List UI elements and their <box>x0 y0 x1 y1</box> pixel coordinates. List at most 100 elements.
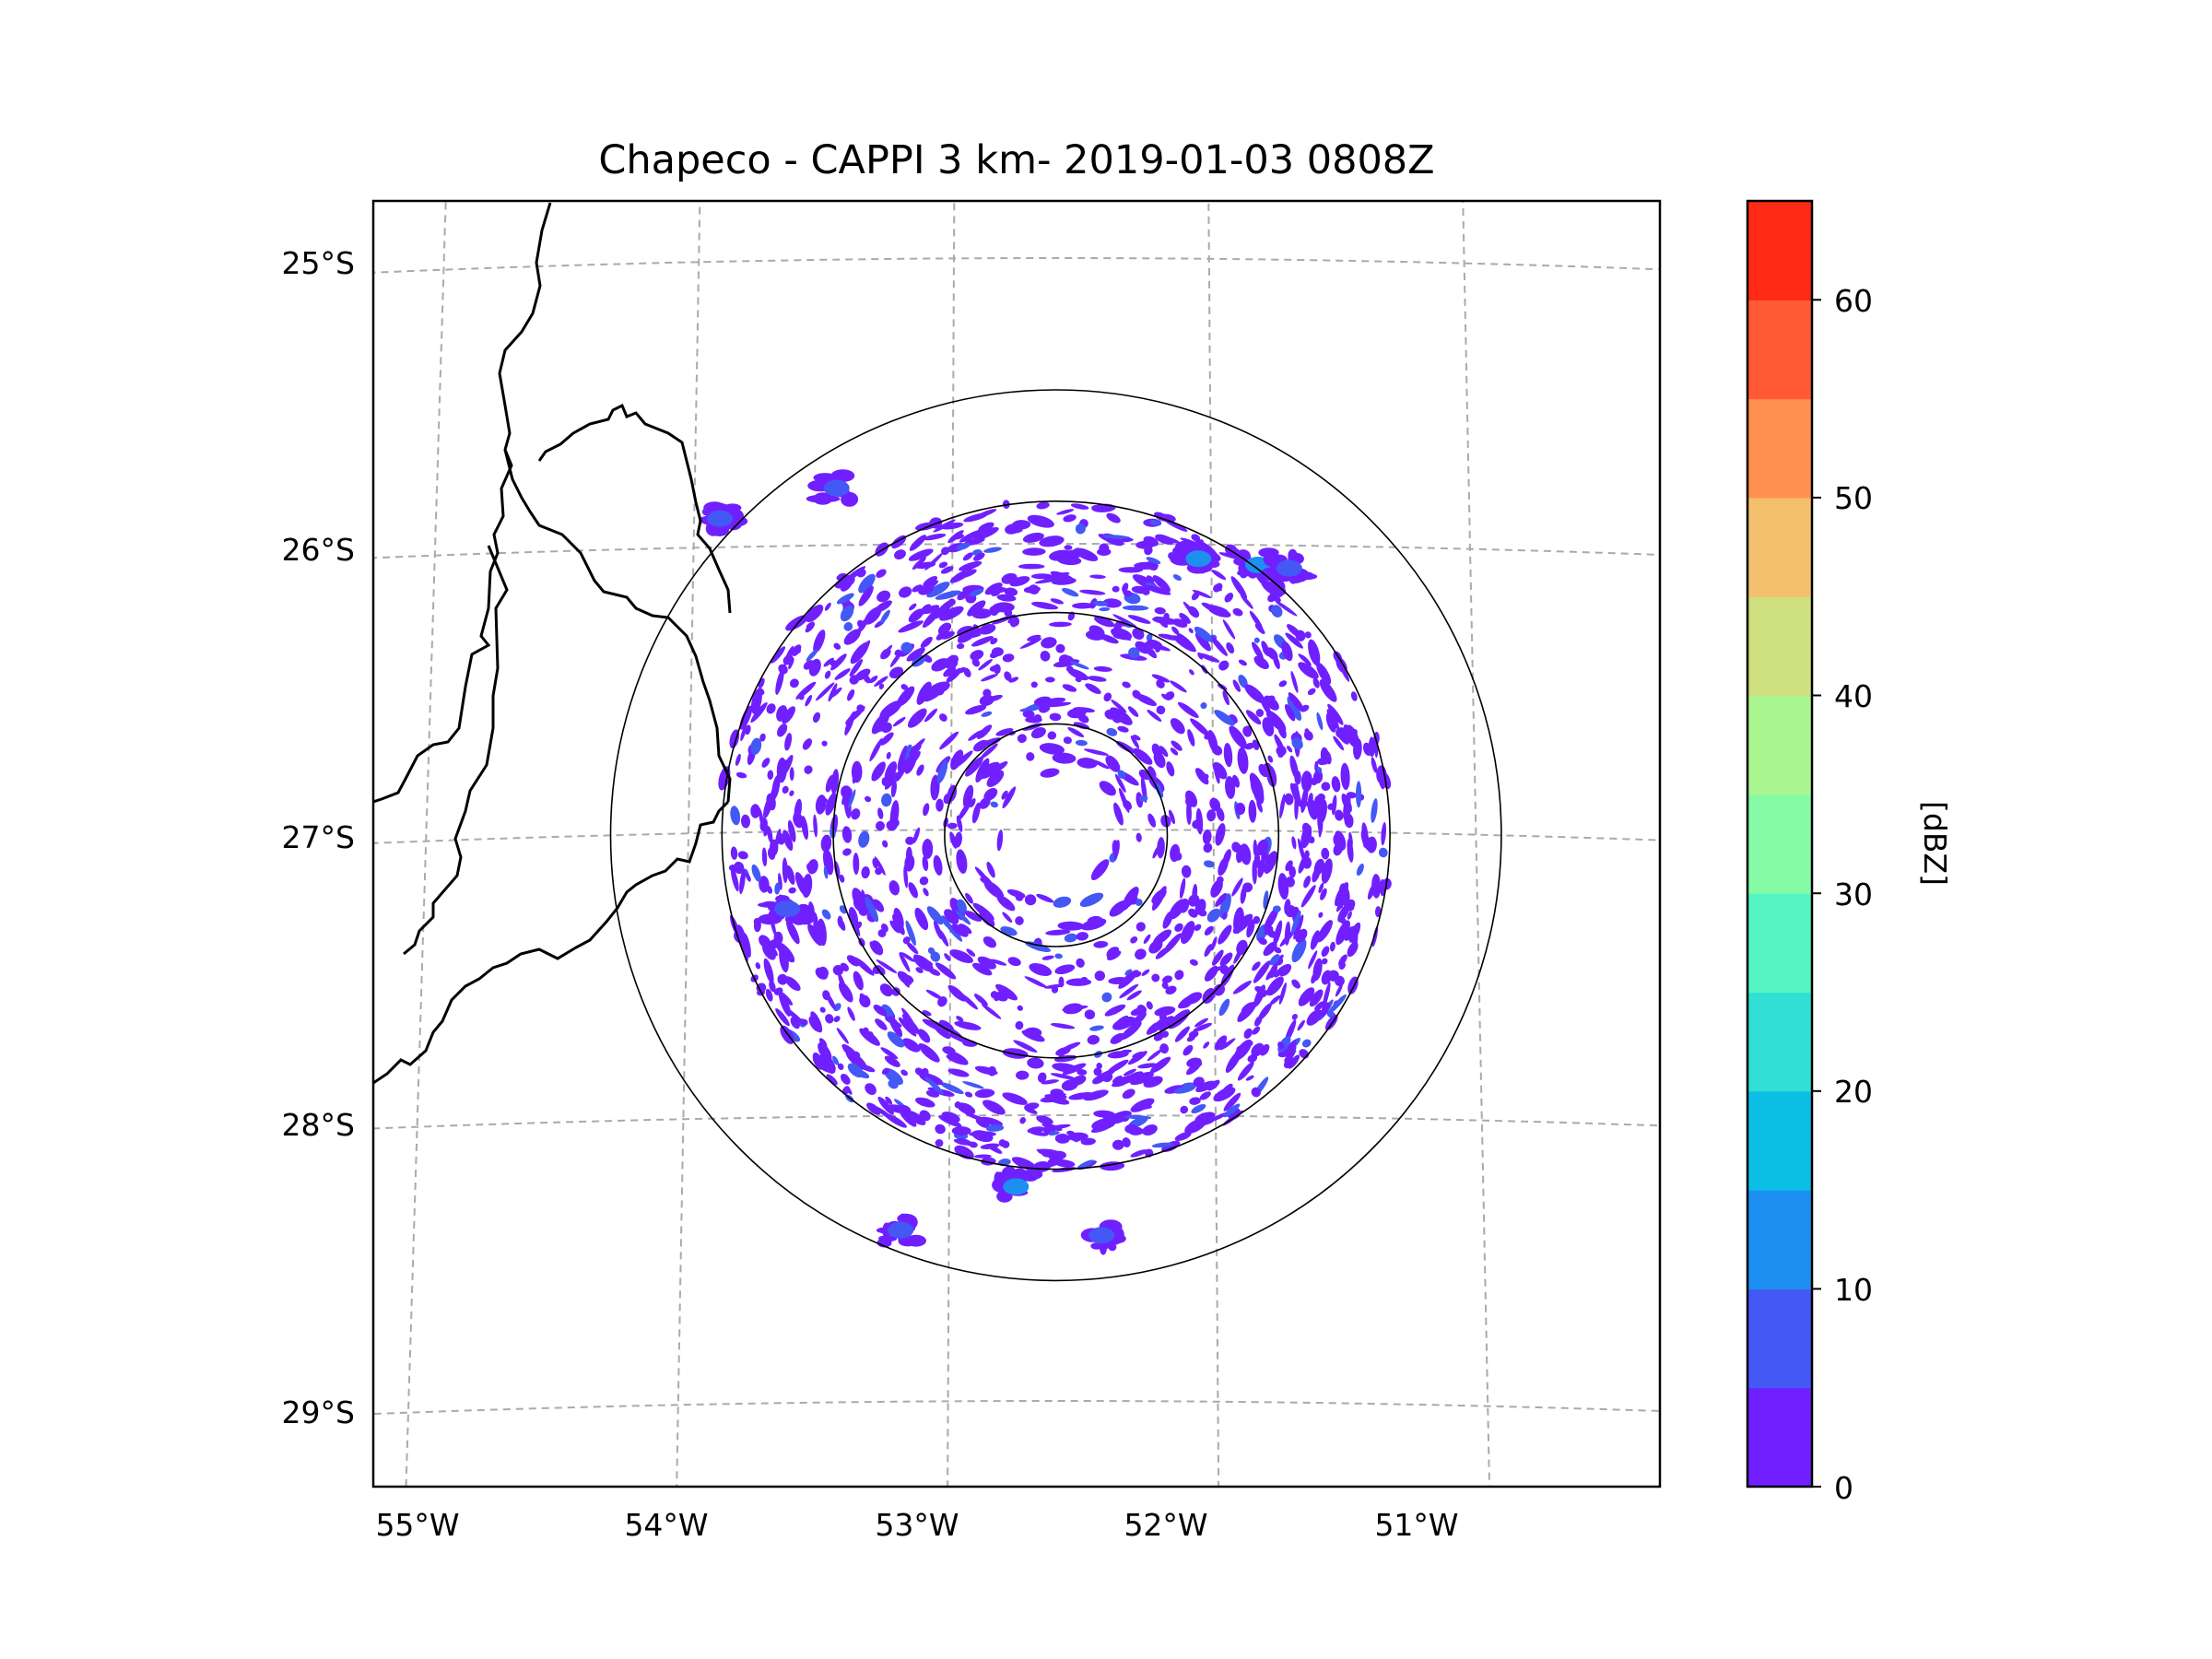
echo-speckle <box>1257 858 1265 878</box>
echo-speckle <box>1088 625 1105 638</box>
echo-speckle <box>1151 743 1163 759</box>
echo-speckle <box>1152 575 1171 593</box>
echo-speckle <box>1242 725 1253 737</box>
echo-speckle <box>1188 908 1198 918</box>
echo-speckle <box>982 936 997 948</box>
echo-speckle <box>849 659 864 677</box>
echo-speckle <box>1015 1020 1024 1030</box>
echo-speckle <box>918 1042 940 1063</box>
echo-speckle <box>1036 501 1050 510</box>
echo-speckle <box>805 622 816 633</box>
echo-speckle <box>1094 971 1105 982</box>
echo-speckle <box>947 530 964 544</box>
echo-speckle <box>1200 1112 1209 1122</box>
echo-speckle <box>767 770 774 781</box>
echo-speckle <box>912 584 924 593</box>
echo-speckle <box>1116 1073 1142 1086</box>
echo-speckle <box>1231 877 1243 897</box>
echo-speckle <box>946 667 962 683</box>
echo-speckle <box>1247 1054 1258 1063</box>
echo-speckle <box>1165 985 1177 995</box>
echo-speckle <box>1306 1009 1323 1026</box>
echo-speckle <box>951 924 969 937</box>
echo-speckle <box>805 604 824 623</box>
echo-speckle <box>875 1018 888 1030</box>
echo-speckle <box>973 994 988 1006</box>
echo-speckle <box>926 582 950 598</box>
echo-speckle <box>966 948 976 957</box>
echo-speckle <box>1019 1116 1027 1124</box>
echo-speckle <box>745 872 751 882</box>
echo-speckle <box>949 569 972 583</box>
echo-speckle <box>1050 1073 1077 1080</box>
echo-speckle <box>912 750 921 763</box>
echo-speckle <box>1253 839 1258 856</box>
echo-speckle <box>1127 1051 1147 1065</box>
echo-speckle <box>1182 1044 1194 1056</box>
echo-speckle <box>995 727 1014 736</box>
echo-speckle <box>1052 752 1077 764</box>
echo-cell-part <box>1001 1166 1018 1183</box>
echo-speckle <box>1274 964 1287 978</box>
echo-speckle <box>1039 535 1065 547</box>
echo-speckle <box>1089 574 1106 579</box>
echo-cell-part <box>758 913 782 925</box>
echo-speckle <box>1001 790 1008 800</box>
echo-speckle <box>1266 976 1284 996</box>
echo-speckle <box>1083 1089 1109 1101</box>
echo-speckle <box>1084 1009 1096 1020</box>
echo-speckle <box>1237 1061 1254 1081</box>
echo-speckle <box>786 919 800 945</box>
echo-speckle <box>1173 1085 1196 1094</box>
echo-speckle <box>880 609 890 624</box>
echo-speckle <box>980 1143 1000 1149</box>
echo-speckle <box>1174 1131 1192 1142</box>
echo-speckle <box>1232 607 1243 617</box>
echo-speckle <box>1312 958 1323 982</box>
echo-speckle <box>877 929 887 938</box>
echo-speckle <box>1049 621 1072 628</box>
echo-speckle <box>1118 970 1139 989</box>
echo-speckle <box>1072 602 1095 609</box>
echo-speckle <box>763 794 773 818</box>
echo-speckle <box>1163 518 1188 532</box>
echo-speckle <box>947 1068 970 1077</box>
echo-speckle <box>996 830 1004 852</box>
echo-speckle <box>894 649 902 656</box>
echo-speckle <box>915 967 924 973</box>
map-plot-area <box>373 201 1660 1487</box>
echo-speckle <box>1108 1111 1132 1124</box>
echo-speckle <box>786 865 795 885</box>
echo-speckle <box>1300 885 1316 908</box>
echo-speckle <box>956 542 971 550</box>
echo-speckle <box>975 758 990 782</box>
echo-speckle <box>1064 545 1073 550</box>
echo-speckle <box>1284 703 1296 722</box>
echo-speckle <box>978 658 993 671</box>
echo-speckle <box>851 808 861 820</box>
echo-speckle <box>1147 1049 1163 1062</box>
echo-speckle <box>1233 907 1244 935</box>
echo-speckle <box>947 822 958 830</box>
echo-speckle <box>1106 727 1118 736</box>
echo-speckle <box>924 1077 944 1095</box>
echo-speckle <box>1034 1161 1060 1169</box>
echo-speckle <box>991 587 1007 594</box>
echo-speckle <box>892 716 906 727</box>
echo-speckle <box>846 955 860 967</box>
echo-cell-core <box>1276 559 1302 577</box>
echo-speckle <box>888 666 904 679</box>
echo-speckle <box>1343 925 1356 941</box>
echo-speckle <box>1269 994 1281 1006</box>
echo-speckle <box>977 509 997 518</box>
echo-speckle <box>1300 771 1312 793</box>
echo-speckle <box>1325 712 1336 733</box>
echo-speckle <box>823 657 834 667</box>
echo-speckle <box>981 674 998 682</box>
echo-speckle <box>1050 1023 1076 1030</box>
echo-speckle <box>1036 893 1054 903</box>
echo-speckle <box>1076 932 1088 941</box>
echo-speckle <box>1111 700 1127 713</box>
echo-speckle <box>1197 653 1220 663</box>
echo-speckle <box>908 603 917 611</box>
